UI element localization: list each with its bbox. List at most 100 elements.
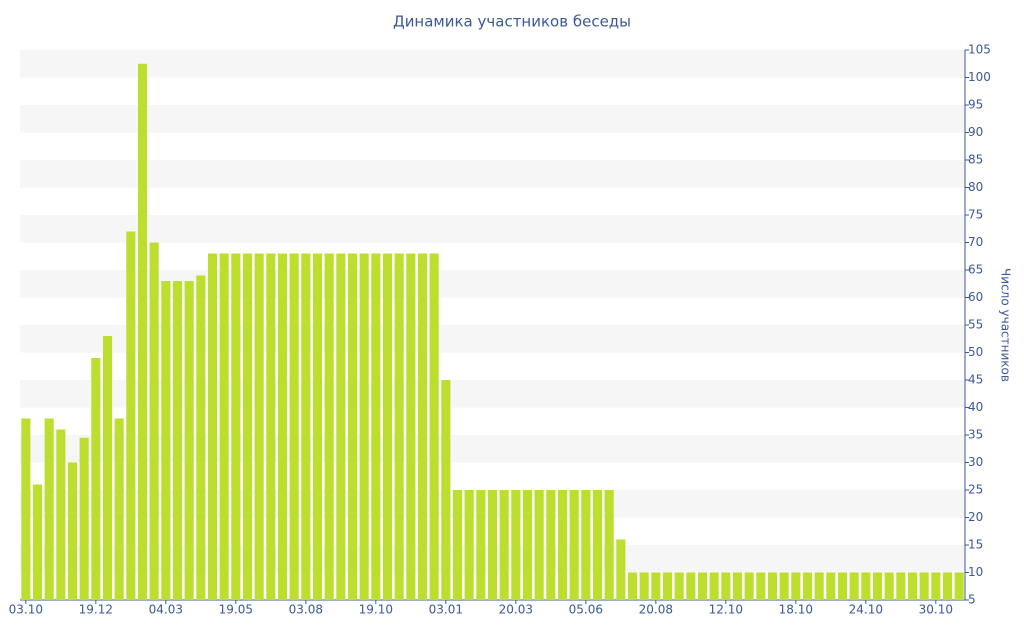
bar bbox=[126, 231, 136, 600]
bar bbox=[219, 253, 229, 600]
y-tick-label: 85 bbox=[968, 153, 983, 167]
y-tick-label: 100 bbox=[968, 70, 991, 84]
bar bbox=[791, 572, 801, 600]
x-tick-label: 03.08 bbox=[289, 603, 323, 617]
bar bbox=[231, 253, 241, 600]
y-tick-label: 55 bbox=[968, 318, 983, 332]
bar bbox=[394, 253, 404, 600]
bar bbox=[172, 281, 183, 600]
bar bbox=[931, 572, 941, 600]
bar bbox=[557, 490, 568, 600]
bar bbox=[697, 572, 708, 600]
bar bbox=[581, 490, 591, 600]
bar bbox=[161, 281, 171, 600]
bar bbox=[464, 490, 474, 600]
bar bbox=[802, 572, 813, 600]
bar bbox=[756, 572, 766, 600]
y-tick-label: 25 bbox=[968, 483, 983, 497]
bar bbox=[347, 253, 358, 600]
y-tick-label: 105 bbox=[968, 43, 991, 57]
y-tick-label: 40 bbox=[968, 400, 983, 414]
x-tick-label: 03.10 bbox=[9, 603, 43, 617]
bar bbox=[814, 572, 824, 600]
y-axis-label: Число участников bbox=[999, 268, 1013, 382]
x-tick-label: 19.12 bbox=[79, 603, 113, 617]
bar bbox=[954, 572, 964, 600]
x-tick-label: 18.10 bbox=[779, 603, 813, 617]
bar bbox=[534, 490, 544, 600]
y-tick-label: 80 bbox=[968, 180, 983, 194]
bar bbox=[79, 437, 89, 600]
x-tick-label: 03.01 bbox=[429, 603, 463, 617]
bar bbox=[861, 572, 871, 600]
y-tick-label: 60 bbox=[968, 290, 983, 304]
x-tick-label: 30.10 bbox=[919, 603, 953, 617]
bar bbox=[872, 572, 883, 600]
bar bbox=[627, 572, 638, 600]
bar bbox=[441, 380, 451, 600]
bar bbox=[686, 572, 696, 600]
bar bbox=[91, 358, 101, 600]
bar bbox=[651, 572, 661, 600]
bar bbox=[382, 253, 393, 600]
x-tick-label: 19.10 bbox=[359, 603, 393, 617]
bar bbox=[452, 490, 463, 600]
grid-band bbox=[20, 215, 965, 243]
x-tick-label: 05.06 bbox=[569, 603, 603, 617]
bar bbox=[149, 242, 159, 600]
y-tick-label: 90 bbox=[968, 125, 983, 139]
bar bbox=[592, 490, 603, 600]
y-tick-label: 75 bbox=[968, 208, 983, 222]
y-tick-label: 70 bbox=[968, 235, 983, 249]
bar bbox=[546, 490, 556, 600]
bar bbox=[837, 572, 848, 600]
x-tick-label: 24.10 bbox=[849, 603, 883, 617]
y-tick-label: 5 bbox=[968, 593, 976, 607]
bar bbox=[102, 336, 113, 600]
y-tick-label: 95 bbox=[968, 98, 983, 112]
bar bbox=[312, 253, 323, 600]
bar bbox=[44, 418, 54, 600]
bar bbox=[511, 490, 521, 600]
bar bbox=[884, 572, 894, 600]
x-tick-label: 04.03 bbox=[149, 603, 183, 617]
bar bbox=[114, 418, 124, 600]
bar bbox=[336, 253, 346, 600]
bar bbox=[266, 253, 276, 600]
bar bbox=[849, 572, 859, 600]
grid-band bbox=[20, 160, 965, 188]
bar bbox=[32, 484, 43, 600]
bar bbox=[417, 253, 428, 600]
y-tick-label: 35 bbox=[968, 428, 983, 442]
bar bbox=[826, 572, 836, 600]
x-tick-label: 20.08 bbox=[639, 603, 673, 617]
bar bbox=[359, 253, 369, 600]
bar bbox=[639, 572, 649, 600]
bar bbox=[289, 253, 299, 600]
bar bbox=[242, 253, 253, 600]
bar bbox=[744, 572, 754, 600]
bar bbox=[429, 253, 439, 600]
bar bbox=[301, 253, 311, 600]
bar bbox=[662, 572, 673, 600]
bar bbox=[732, 572, 743, 600]
bar bbox=[674, 572, 684, 600]
x-tick-label: 12.10 bbox=[709, 603, 743, 617]
bar bbox=[196, 275, 206, 600]
bar bbox=[21, 418, 31, 600]
bar bbox=[207, 253, 218, 600]
grid-band bbox=[20, 105, 965, 133]
bar bbox=[476, 490, 486, 600]
bar bbox=[721, 572, 731, 600]
bar bbox=[616, 539, 626, 600]
bar bbox=[942, 572, 953, 600]
y-tick-label: 50 bbox=[968, 345, 983, 359]
bar bbox=[67, 462, 78, 600]
chart-title: Динамика участников беседы bbox=[393, 13, 631, 31]
bar bbox=[919, 572, 929, 600]
bar bbox=[767, 572, 778, 600]
grid-band bbox=[20, 50, 965, 78]
y-tick-label: 65 bbox=[968, 263, 983, 277]
y-tick-label: 20 bbox=[968, 510, 983, 524]
